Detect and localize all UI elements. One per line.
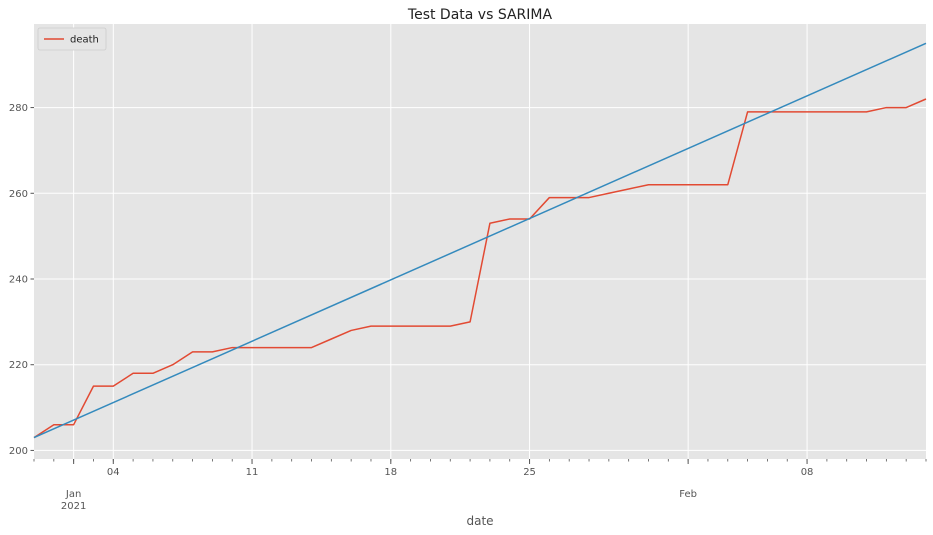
x-tick-label: 08 [801, 467, 814, 478]
y-tick-label: 260 [9, 189, 28, 200]
legend-box [37, 27, 107, 51]
y-tick-label: 220 [9, 360, 28, 371]
x-tick-label: 18 [384, 467, 397, 478]
x-year-label: 2021 [61, 501, 86, 512]
x-month-label: Jan [65, 489, 81, 500]
legend: death [37, 27, 107, 51]
x-axis-title: date [466, 514, 493, 528]
gridlines [34, 24, 926, 459]
y-tick-label: 200 [9, 446, 28, 457]
y-axis: 200 220 240 260 280 [9, 103, 34, 457]
y-tick-label: 240 [9, 275, 28, 286]
y-tick-label: 280 [9, 103, 28, 114]
x-tick-label: 11 [246, 467, 259, 478]
x-tick-label: 04 [107, 467, 120, 478]
legend-label: death [70, 35, 99, 46]
series-line-death [33, 98, 927, 439]
series-lines [33, 42, 927, 439]
series-line-sarima [33, 42, 927, 439]
plot-area [34, 24, 926, 459]
x-month-label: Feb [679, 489, 697, 500]
chart-title: Test Data vs SARIMA [407, 7, 553, 23]
x-tick-label: 25 [523, 467, 536, 478]
